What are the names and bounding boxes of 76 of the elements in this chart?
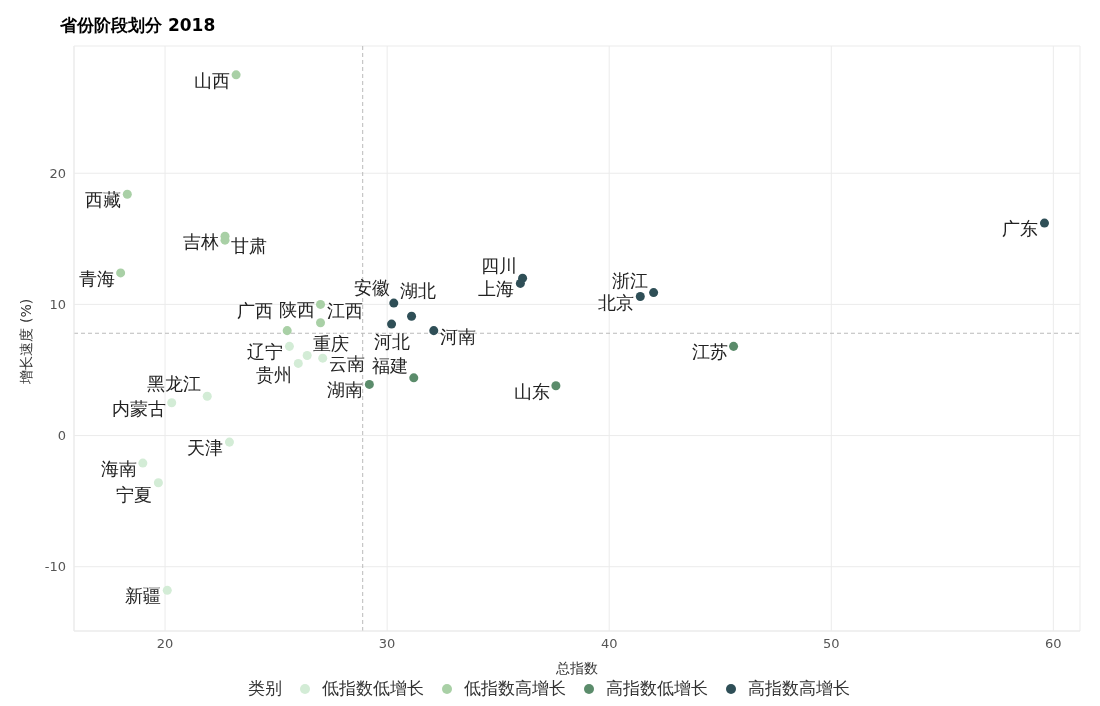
annotation: 青海 xyxy=(78,267,115,289)
point xyxy=(231,70,241,80)
point xyxy=(1039,218,1049,228)
annotation: 贵州 xyxy=(256,364,293,386)
y-tick-label: -10 xyxy=(44,559,66,575)
point xyxy=(409,373,419,383)
legend-title: 类别 xyxy=(248,677,282,700)
legend-label: 高指数低增长 xyxy=(606,677,708,700)
annotation: 重庆 xyxy=(313,332,350,354)
point xyxy=(224,437,234,447)
point xyxy=(635,292,645,302)
annotation: 云南 xyxy=(328,353,365,375)
y-axis-title: 增长速度 (%) xyxy=(17,298,34,385)
chart-title: 省份阶段划分 2018 xyxy=(59,14,217,37)
point xyxy=(515,278,525,288)
annotation: 福建 xyxy=(371,354,408,376)
annotation: 西藏 xyxy=(85,189,122,211)
point xyxy=(122,189,132,199)
point xyxy=(116,268,126,278)
point xyxy=(167,398,177,408)
point xyxy=(387,319,397,329)
point xyxy=(202,391,212,401)
x-tick-label: 60 xyxy=(1045,636,1062,652)
annotation: 江西 xyxy=(326,299,363,321)
x-tick-label: 40 xyxy=(600,636,618,652)
annotation: 湖南 xyxy=(327,379,364,401)
legend-label: 高指数高增长 xyxy=(748,677,850,700)
point xyxy=(138,458,148,468)
x-tick-label: 30 xyxy=(378,636,396,652)
annotation: 北京 xyxy=(598,291,635,313)
point xyxy=(162,585,172,595)
annotation: 宁夏 xyxy=(116,483,153,505)
point xyxy=(551,381,561,391)
annotation: 四川 xyxy=(480,255,517,277)
point xyxy=(282,326,292,336)
annotation: 湖北 xyxy=(399,280,436,302)
point xyxy=(315,299,326,309)
legend-label: 低指数高增长 xyxy=(464,677,566,700)
annotation: 江苏 xyxy=(691,341,728,363)
annotation: 新疆 xyxy=(125,585,162,607)
annotation: 内蒙古 xyxy=(111,397,166,419)
annotation: 天津 xyxy=(187,437,224,459)
point xyxy=(729,341,739,351)
point xyxy=(649,288,659,298)
annotation: 海南 xyxy=(100,458,137,480)
annotation: 甘肃 xyxy=(231,235,268,257)
annotation: 安徽 xyxy=(353,277,390,299)
annotation: 广东 xyxy=(1002,218,1039,240)
point xyxy=(407,311,417,321)
point xyxy=(364,379,374,389)
x-tick-label: 50 xyxy=(823,636,840,652)
annotation: 陕西 xyxy=(278,299,315,321)
annotation: 广西 xyxy=(237,299,274,321)
y-tick-label: 20 xyxy=(49,165,66,181)
y-tick-label: 10 xyxy=(49,297,66,313)
y-tick-label: 0 xyxy=(57,428,66,444)
point xyxy=(284,341,294,351)
x-axis-title: 总指数 xyxy=(555,660,598,676)
point xyxy=(389,298,399,308)
annotation: 河南 xyxy=(439,325,476,347)
legend-label: 低指数低增长 xyxy=(322,677,424,700)
annotation: 山东 xyxy=(513,380,550,402)
annotation: 上海 xyxy=(478,278,515,300)
annotation: 河北 xyxy=(373,331,410,353)
point xyxy=(318,353,328,363)
point xyxy=(153,478,163,488)
x-tick-label: 20 xyxy=(156,636,174,652)
point xyxy=(302,351,312,361)
point xyxy=(293,358,303,368)
annotation: 吉林 xyxy=(183,231,220,253)
annotation: 山西 xyxy=(194,69,231,91)
annotation: 浙江 xyxy=(611,269,648,291)
annotation: 辽宁 xyxy=(247,341,284,363)
point xyxy=(429,326,439,336)
annotation: 黑龙江 xyxy=(147,373,202,395)
point xyxy=(315,318,326,328)
